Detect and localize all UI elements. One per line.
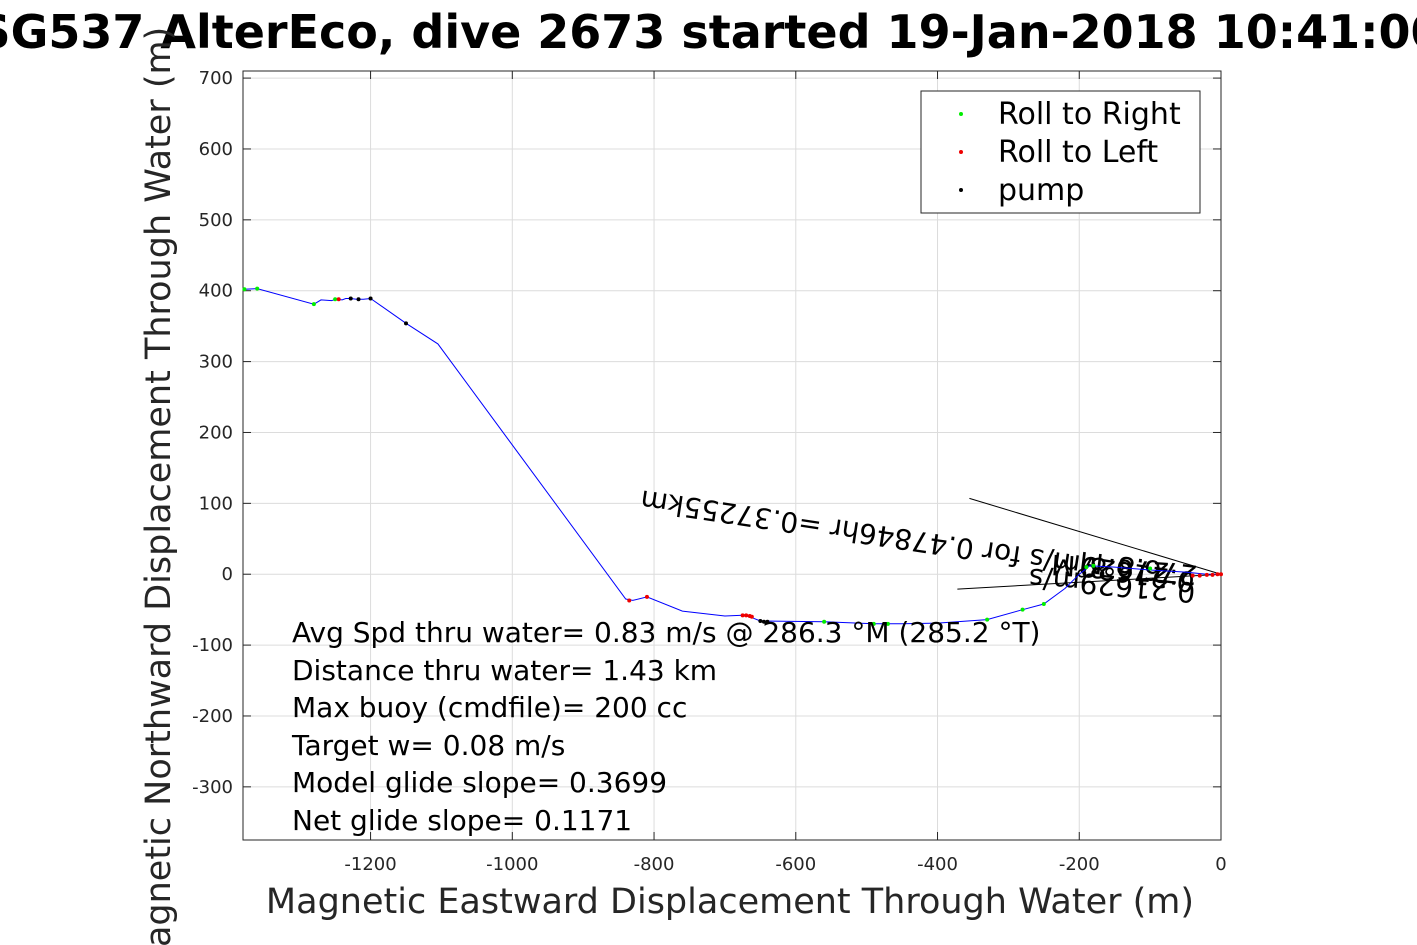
legend-marker-pump: [959, 188, 963, 192]
y-tick-label: 200: [199, 422, 233, 443]
legend-label-pump: pump: [998, 173, 1084, 208]
roll-left-point: [1190, 573, 1195, 578]
current-vector-line: [957, 573, 1222, 590]
roll-right-point: [333, 297, 338, 302]
roll-right-point: [871, 621, 876, 626]
y-tick-label: 500: [199, 210, 233, 231]
legend-marker-roll-right: [959, 112, 963, 116]
roll-right-point: [1020, 607, 1025, 612]
y-tick-label: 600: [199, 139, 233, 160]
stats-net-glide-slope: Net glide slope= 0.1171: [292, 804, 632, 837]
pump-point: [758, 618, 763, 623]
x-tick-label: 0: [1215, 854, 1226, 875]
track-line: [244, 288, 1221, 625]
legend: Roll to Right Roll to Left pump: [920, 90, 1201, 214]
y-tick-label: -100: [192, 635, 233, 656]
legend-box: [920, 90, 1201, 214]
y-tick-label: 700: [199, 68, 233, 89]
legend-label-roll-right: Roll to Right: [998, 97, 1181, 132]
y-tick-label: 300: [199, 352, 233, 373]
pump-point: [368, 296, 373, 301]
roll-left-point: [1210, 572, 1215, 577]
roll-left-point: [644, 594, 649, 599]
roll-left-point: [1219, 572, 1223, 577]
roll-left-point: [1197, 573, 1202, 578]
chart-title: SG537 AlterEco, dive 2673 started 19-Jan…: [0, 5, 1417, 59]
roll-left-point: [749, 614, 754, 619]
roll-right-point: [242, 287, 247, 292]
roll-right-point: [1084, 565, 1089, 570]
y-tick-label: -300: [192, 777, 233, 798]
x-tick-label: -400: [917, 854, 958, 875]
stats-max-buoy: Max buoy (cmdfile)= 200 cc: [292, 691, 687, 724]
x-tick-label: -1000: [486, 854, 538, 875]
x-tick-label: -1200: [344, 854, 396, 875]
roll-points: [242, 286, 1223, 626]
roll-right-point: [1091, 563, 1096, 568]
roll-left-point: [744, 613, 749, 618]
x-tick-label: -600: [775, 854, 816, 875]
y-tick-label: 0: [222, 564, 233, 585]
axis-ticks: -1200 -1000 -800 -600 -400 -200 0-300-200-1000…: [192, 68, 1227, 875]
stats-target-w: Target w= 0.08 m/s: [291, 729, 565, 762]
stats-distance: Distance thru water= 1.43 km: [292, 654, 717, 687]
y-tick-label: 400: [199, 281, 233, 302]
pump-point: [404, 321, 408, 326]
roll-right-point: [311, 302, 316, 307]
plot-area: [242, 70, 1222, 841]
roll-left-point: [740, 613, 745, 618]
roll-left-point: [627, 598, 632, 603]
y-tick-label: -200: [192, 706, 233, 727]
roll-right-point: [885, 621, 890, 626]
roll-right-point: [1041, 601, 1046, 606]
roll-left-point: [336, 297, 341, 302]
pump-point: [356, 297, 361, 302]
roll-right-point: [985, 617, 990, 622]
stats-model-glide-slope: Model glide slope= 0.3699: [292, 766, 667, 799]
current-annotation: 0.21629m/s for 0.47846hr =0.37255km 276.…: [638, 483, 1222, 609]
legend-label-roll-left: Roll to Left: [998, 135, 1158, 170]
y-tick-label: 100: [199, 493, 233, 514]
pump-point: [761, 619, 766, 624]
current-vector-line: [969, 497, 1222, 575]
x-tick-label: -800: [634, 854, 675, 875]
pump-point: [348, 296, 353, 301]
track: [244, 288, 1221, 625]
legend-marker-roll-left: [959, 150, 963, 154]
stats-block: Avg Spd thru water= 0.83 m/s @ 286.3 °M …: [291, 616, 1040, 837]
x-axis-label: Magnetic Eastward Displacement Through W…: [266, 882, 1194, 922]
roll-right-point: [822, 619, 827, 624]
stats-avg-speed: Avg Spd thru water= 0.83 m/s @ 286.3 °M …: [292, 616, 1040, 649]
roll-left-point: [1204, 572, 1209, 577]
x-tick-label: -200: [1059, 854, 1100, 875]
pump-point: [765, 619, 770, 624]
y-axis-label: Magnetic Northward Displacement Through …: [139, 27, 179, 945]
roll-left-point: [1215, 572, 1220, 577]
roll-right-point: [255, 286, 260, 291]
roll-right-point: [1148, 566, 1153, 571]
